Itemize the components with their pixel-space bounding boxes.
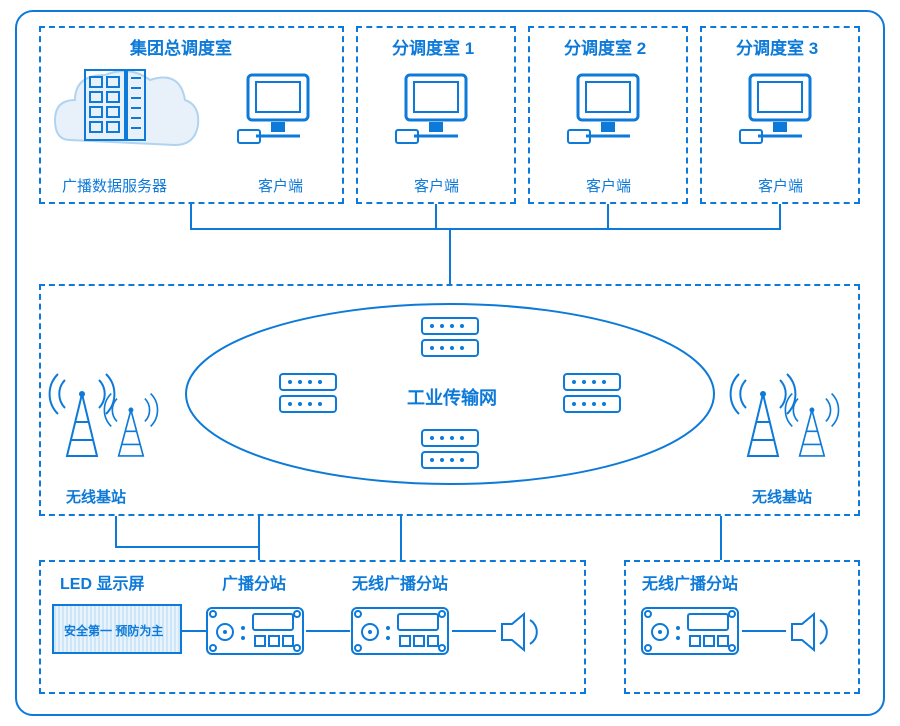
switch-icon: [564, 374, 620, 414]
connector: [435, 204, 437, 228]
antenna-icon: [55, 386, 165, 482]
switch-icon: [422, 318, 478, 358]
connector: [779, 204, 781, 228]
station-icon: [640, 602, 740, 660]
connector: [190, 204, 192, 228]
connector: [306, 630, 350, 632]
antenna-icon: [736, 386, 846, 482]
connector: [452, 630, 496, 632]
connector: [190, 228, 781, 230]
label-base-left: 无线基站: [66, 486, 126, 507]
label-sub2-client: 客户端: [586, 175, 631, 196]
monitor-icon: [396, 70, 476, 150]
switch-icon: [280, 374, 336, 414]
speaker-icon: [786, 610, 836, 654]
connector: [449, 228, 451, 284]
label-wireless-left: 无线广播分站: [352, 570, 448, 594]
connector: [742, 630, 786, 632]
connector: [115, 516, 117, 546]
label-server: 广播数据服务器: [62, 175, 167, 196]
label-hq-client: 客户端: [258, 175, 303, 196]
connector: [400, 516, 402, 560]
title-sub1: 分调度室 1: [392, 34, 474, 59]
label-wireless-right: 无线广播分站: [642, 570, 738, 594]
label-broadcast: 广播分站: [222, 570, 286, 594]
label-led: LED 显示屏: [60, 570, 144, 594]
monitor-icon: [568, 70, 648, 150]
title-hq: 集团总调度室: [130, 34, 232, 59]
server-rack-icon: [85, 70, 165, 148]
connector: [115, 546, 260, 548]
speaker-icon: [496, 610, 546, 654]
station-icon: [205, 602, 305, 660]
station-icon: [350, 602, 450, 660]
connector: [258, 516, 260, 560]
label-network: 工业传输网: [407, 384, 497, 410]
title-sub3: 分调度室 3: [736, 34, 818, 59]
connector: [182, 630, 206, 632]
label-sub3-client: 客户端: [758, 175, 803, 196]
label-sub1-client: 客户端: [414, 175, 459, 196]
monitor-icon: [238, 70, 318, 150]
connector: [720, 516, 722, 560]
monitor-icon: [740, 70, 820, 150]
connector: [607, 204, 609, 228]
label-base-right: 无线基站: [752, 486, 812, 507]
switch-icon: [422, 430, 478, 470]
led-text: 安全第一 预防为主: [64, 622, 163, 639]
title-sub2: 分调度室 2: [564, 34, 646, 59]
